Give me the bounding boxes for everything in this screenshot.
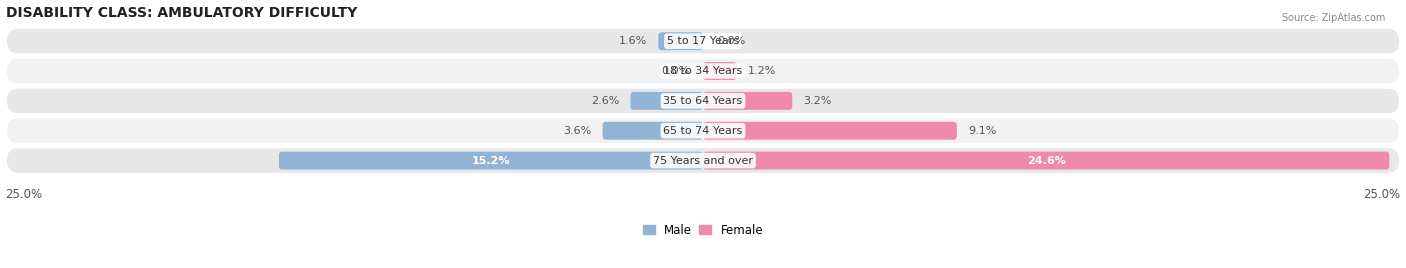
- Text: 25.0%: 25.0%: [6, 188, 42, 201]
- Text: 5 to 17 Years: 5 to 17 Years: [666, 36, 740, 46]
- Text: 2.6%: 2.6%: [591, 96, 619, 106]
- Legend: Male, Female: Male, Female: [643, 224, 763, 237]
- Text: 18 to 34 Years: 18 to 34 Years: [664, 66, 742, 76]
- FancyBboxPatch shape: [7, 29, 1399, 53]
- Text: 1.2%: 1.2%: [748, 66, 776, 76]
- FancyBboxPatch shape: [630, 92, 703, 110]
- FancyBboxPatch shape: [7, 59, 1399, 83]
- Text: 65 to 74 Years: 65 to 74 Years: [664, 126, 742, 136]
- FancyBboxPatch shape: [603, 122, 703, 140]
- Text: 3.2%: 3.2%: [803, 96, 832, 106]
- FancyBboxPatch shape: [703, 62, 737, 80]
- FancyBboxPatch shape: [703, 92, 792, 110]
- Text: 35 to 64 Years: 35 to 64 Years: [664, 96, 742, 106]
- FancyBboxPatch shape: [7, 89, 1399, 113]
- Text: 1.6%: 1.6%: [619, 36, 647, 46]
- Text: 0.0%: 0.0%: [661, 66, 689, 76]
- FancyBboxPatch shape: [7, 118, 1399, 143]
- Text: 3.6%: 3.6%: [564, 126, 592, 136]
- Text: DISABILITY CLASS: AMBULATORY DIFFICULTY: DISABILITY CLASS: AMBULATORY DIFFICULTY: [6, 6, 357, 20]
- Text: 24.6%: 24.6%: [1026, 155, 1066, 166]
- FancyBboxPatch shape: [278, 152, 703, 170]
- Text: 9.1%: 9.1%: [967, 126, 997, 136]
- Text: 0.0%: 0.0%: [717, 36, 745, 46]
- FancyBboxPatch shape: [658, 32, 703, 50]
- FancyBboxPatch shape: [703, 152, 1389, 170]
- FancyBboxPatch shape: [703, 122, 957, 140]
- Text: 25.0%: 25.0%: [1364, 188, 1400, 201]
- FancyBboxPatch shape: [7, 148, 1399, 173]
- Text: 75 Years and over: 75 Years and over: [652, 155, 754, 166]
- Text: 15.2%: 15.2%: [472, 155, 510, 166]
- Text: Source: ZipAtlas.com: Source: ZipAtlas.com: [1281, 13, 1385, 23]
